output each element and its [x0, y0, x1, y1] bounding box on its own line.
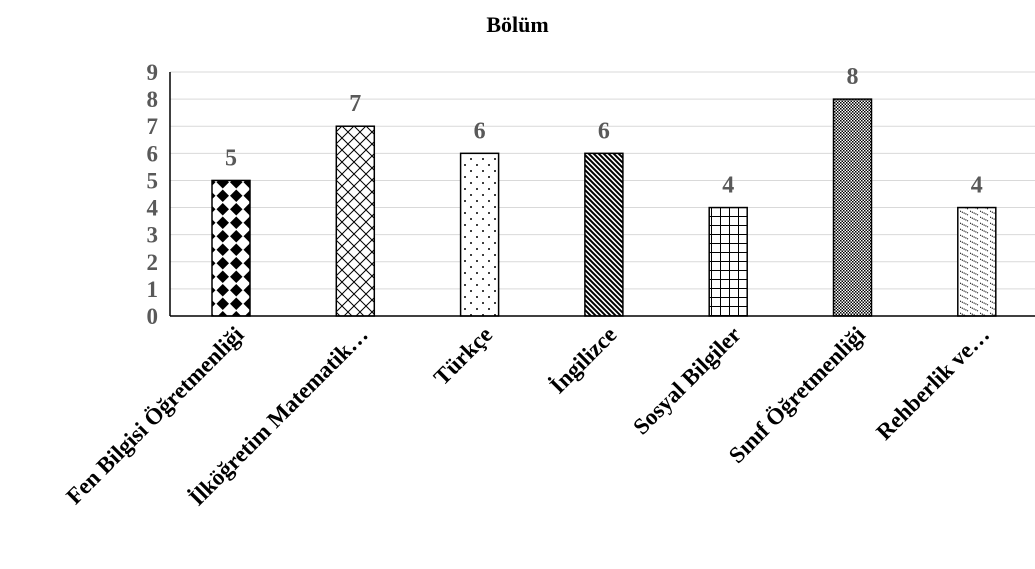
category-label: Sosyal Bilgiler [628, 322, 746, 440]
bar [584, 152, 624, 317]
chart-title: Bölüm [486, 12, 549, 37]
category-label: İngilizce [545, 322, 621, 398]
bar [957, 206, 997, 317]
data-label: 5 [225, 145, 237, 171]
data-label: 4 [722, 173, 734, 199]
bar [459, 152, 500, 317]
y-tick-label: 0 [147, 304, 159, 329]
bar [335, 125, 376, 317]
y-tick-label: 3 [147, 223, 159, 248]
category-label: Sınıf Öğretmenliği [724, 321, 871, 468]
y-tick-label: 8 [147, 87, 159, 112]
category-label: Rehberlik ve… [871, 322, 994, 445]
y-tick-label: 4 [147, 196, 159, 221]
y-tick-label: 1 [147, 277, 159, 302]
bar [832, 98, 873, 317]
category-label: Türkçe [429, 322, 497, 390]
data-label: 4 [971, 173, 983, 199]
y-tick-label: 2 [147, 250, 159, 275]
y-tick-label: 6 [147, 141, 159, 166]
y-tick-label: 9 [147, 60, 159, 85]
data-label: 7 [349, 91, 361, 117]
y-tick-label: 7 [147, 114, 159, 139]
bar [708, 206, 748, 317]
bar [211, 179, 251, 317]
data-label: 6 [598, 118, 610, 144]
y-tick-label: 5 [147, 168, 159, 193]
data-label: 8 [847, 64, 859, 90]
data-label: 6 [474, 118, 486, 144]
